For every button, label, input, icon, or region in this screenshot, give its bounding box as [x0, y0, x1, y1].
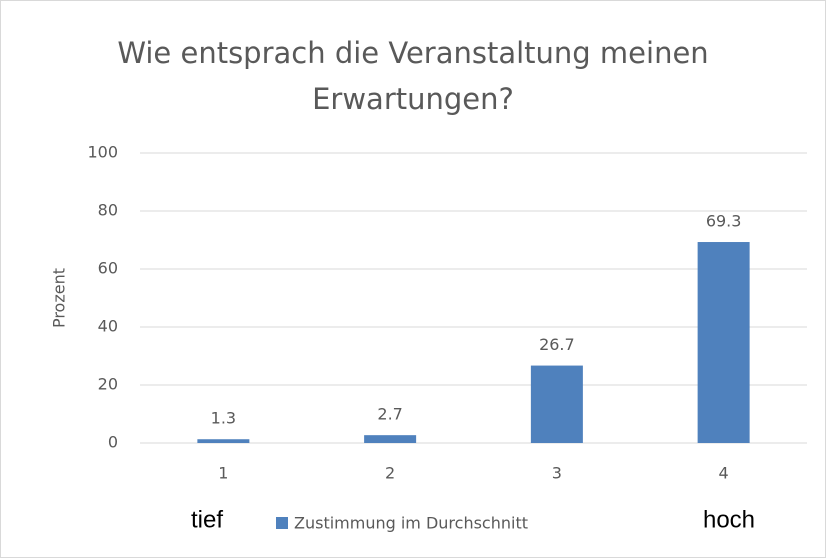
y-tick-label: 20 [98, 375, 118, 394]
y-tick-label: 100 [87, 143, 118, 162]
y-axis-label: Prozent [50, 268, 69, 328]
bar [530, 365, 583, 443]
legend-label: Zustimmung im Durchschnitt [294, 514, 528, 533]
x-tick-label: 1 [218, 464, 228, 483]
annotation: hoch [703, 506, 755, 533]
x-tick-label: 3 [552, 464, 562, 483]
annotation: tief [191, 506, 223, 533]
data-label: 2.7 [377, 405, 402, 424]
y-tick-label: 0 [108, 433, 118, 452]
data-label: 26.7 [539, 335, 575, 354]
x-tick-label: 4 [719, 464, 729, 483]
y-tick-label: 60 [98, 259, 118, 278]
data-label: 1.3 [211, 409, 236, 428]
bar [697, 242, 750, 443]
y-tick-label: 80 [98, 201, 118, 220]
legend-swatch [276, 517, 288, 529]
data-label: 69.3 [706, 212, 742, 231]
y-tick-label: 40 [98, 317, 118, 336]
bar [364, 435, 417, 443]
x-tick-label: 2 [385, 464, 395, 483]
chart-title: Wie entsprach die Veranstaltung meinen E… [117, 36, 709, 116]
bar [197, 439, 250, 443]
